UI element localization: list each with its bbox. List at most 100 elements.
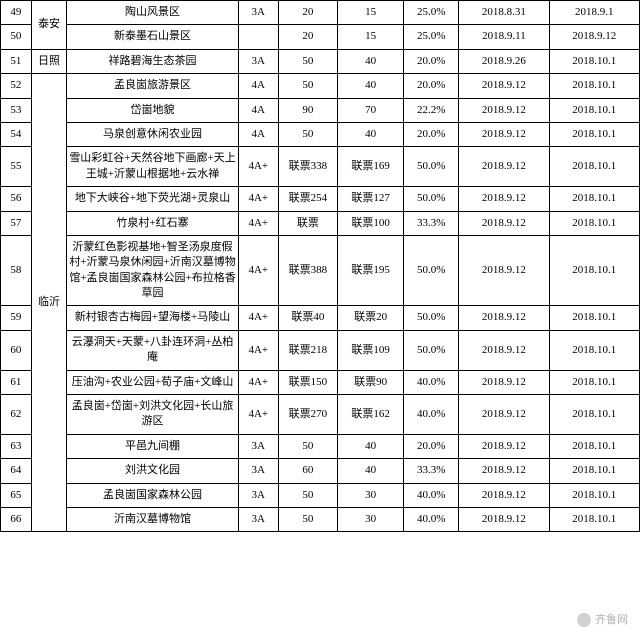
- row-index: 61: [1, 370, 32, 394]
- rating: 3A: [238, 459, 278, 483]
- price-discount: 联票127: [338, 187, 404, 211]
- table-row: 61压油沟+农业公园+荀子庙+文峰山4A+联票150联票9040.0%2018.…: [1, 370, 640, 394]
- price-original: 20: [278, 25, 337, 49]
- discount-pct: 50.0%: [404, 235, 459, 306]
- price-discount: 40: [338, 459, 404, 483]
- discount-pct: 40.0%: [404, 370, 459, 394]
- price-discount: 70: [338, 98, 404, 122]
- price-original: 联票218: [278, 330, 337, 370]
- price-original: 联票150: [278, 370, 337, 394]
- table-row: 51日照祥路碧海生态茶园3A504020.0%2018.9.262018.10.…: [1, 49, 640, 73]
- date-effective: 2018.10.1: [549, 395, 639, 435]
- price-original: 50: [278, 434, 337, 458]
- table-row: 59新村银杏古梅园+望海楼+马陵山4A+联票40联票2050.0%2018.9.…: [1, 306, 640, 330]
- date-effective: 2018.10.1: [549, 507, 639, 531]
- rating: 3A: [238, 483, 278, 507]
- price-original: 90: [278, 98, 337, 122]
- price-discount: 30: [338, 483, 404, 507]
- table-row: 53岱崮地貌4A907022.2%2018.9.122018.10.1: [1, 98, 640, 122]
- date-effective: 2018.10.1: [549, 122, 639, 146]
- date-announce: 2018.9.11: [459, 25, 549, 49]
- rating: 4A+: [238, 187, 278, 211]
- date-announce: 2018.9.12: [459, 74, 549, 98]
- table-row: 54马泉创意休闲农业园4A504020.0%2018.9.122018.10.1: [1, 122, 640, 146]
- date-effective: 2018.10.1: [549, 306, 639, 330]
- scenic-name: 地下大峡谷+地下荧光湖+灵泉山: [67, 187, 239, 211]
- row-index: 50: [1, 25, 32, 49]
- price-original: 50: [278, 507, 337, 531]
- discount-pct: 20.0%: [404, 74, 459, 98]
- scenic-name: 新泰墨石山景区: [67, 25, 239, 49]
- date-effective: 2018.10.1: [549, 370, 639, 394]
- table-row: 64刘洪文化园3A604033.3%2018.9.122018.10.1: [1, 459, 640, 483]
- table-row: 62孟良崮+岱崮+刘洪文化园+长山旅游区4A+联票270联票16240.0%20…: [1, 395, 640, 435]
- rating: 3A: [238, 434, 278, 458]
- table-row: 50新泰墨石山景区201525.0%2018.9.112018.9.12: [1, 25, 640, 49]
- row-index: 49: [1, 1, 32, 25]
- discount-pct: 33.3%: [404, 211, 459, 235]
- scenic-name: 雪山彩虹谷+天然谷地下画廊+天上王城+沂蒙山根据地+云水禅: [67, 147, 239, 187]
- rating: 4A+: [238, 235, 278, 306]
- scenic-name: 沂蒙红色影视基地+智圣汤泉度假村+沂蒙马泉休闲园+沂南汉墓博物馆+孟良崮国家森林…: [67, 235, 239, 306]
- price-discount: 联票169: [338, 147, 404, 187]
- date-effective: 2018.10.1: [549, 74, 639, 98]
- scenic-name: 孟良崮旅游景区: [67, 74, 239, 98]
- price-discount: 联票195: [338, 235, 404, 306]
- row-index: 65: [1, 483, 32, 507]
- city-cell: 临沂: [31, 74, 66, 532]
- rating: 4A+: [238, 147, 278, 187]
- table-row: 58 沂蒙红色影视基地+智圣汤泉度假村+沂蒙马泉休闲园+沂南汉墓博物馆+孟良崮国家…: [1, 235, 640, 306]
- rating: 3A: [238, 49, 278, 73]
- discount-pct: 25.0%: [404, 25, 459, 49]
- discount-pct: 40.0%: [404, 483, 459, 507]
- price-original: 50: [278, 49, 337, 73]
- table-row: 52临沂孟良崮旅游景区4A504020.0%2018.9.122018.10.1: [1, 74, 640, 98]
- scenic-name: 陶山风景区: [67, 1, 239, 25]
- date-announce: 2018.9.12: [459, 122, 549, 146]
- rating: 4A: [238, 74, 278, 98]
- price-discount: 联票90: [338, 370, 404, 394]
- rating: 4A: [238, 122, 278, 146]
- price-discount: 联票162: [338, 395, 404, 435]
- price-discount: 40: [338, 434, 404, 458]
- row-index: 56: [1, 187, 32, 211]
- scenic-name: 云瀑洞天+天蒙+八卦连环洞+丛柏庵: [67, 330, 239, 370]
- rating: 4A+: [238, 330, 278, 370]
- price-discount: 30: [338, 507, 404, 531]
- date-announce: 2018.9.12: [459, 507, 549, 531]
- row-index: 54: [1, 122, 32, 146]
- table-row: 66沂南汉墓博物馆3A503040.0%2018.9.122018.10.1: [1, 507, 640, 531]
- date-announce: 2018.9.12: [459, 459, 549, 483]
- row-index: 58: [1, 235, 32, 306]
- scenic-name: 岱崮地貌: [67, 98, 239, 122]
- price-discount: 40: [338, 49, 404, 73]
- scenic-name: 新村银杏古梅园+望海楼+马陵山: [67, 306, 239, 330]
- rating: 3A: [238, 1, 278, 25]
- row-index: 52: [1, 74, 32, 98]
- discount-pct: 50.0%: [404, 147, 459, 187]
- date-announce: 2018.9.12: [459, 434, 549, 458]
- scenic-name: 祥路碧海生态茶园: [67, 49, 239, 73]
- price-discount: 40: [338, 122, 404, 146]
- date-effective: 2018.10.1: [549, 49, 639, 73]
- scenic-name: 孟良崮+岱崮+刘洪文化园+长山旅游区: [67, 395, 239, 435]
- row-index: 57: [1, 211, 32, 235]
- row-index: 64: [1, 459, 32, 483]
- table-row: 56地下大峡谷+地下荧光湖+灵泉山4A+联票254联票12750.0%2018.…: [1, 187, 640, 211]
- date-announce: 2018.9.12: [459, 306, 549, 330]
- price-original: 联票270: [278, 395, 337, 435]
- price-original: 50: [278, 122, 337, 146]
- rating: 4A+: [238, 306, 278, 330]
- row-index: 53: [1, 98, 32, 122]
- date-announce: 2018.9.12: [459, 483, 549, 507]
- scenic-name: 刘洪文化园: [67, 459, 239, 483]
- price-original: 联票: [278, 211, 337, 235]
- discount-pct: 20.0%: [404, 434, 459, 458]
- row-index: 60: [1, 330, 32, 370]
- city-cell: 日照: [31, 49, 66, 73]
- price-original: 联票388: [278, 235, 337, 306]
- date-effective: 2018.9.12: [549, 25, 639, 49]
- rating: 4A: [238, 98, 278, 122]
- scenic-name: 竹泉村+红石寨: [67, 211, 239, 235]
- date-effective: 2018.10.1: [549, 235, 639, 306]
